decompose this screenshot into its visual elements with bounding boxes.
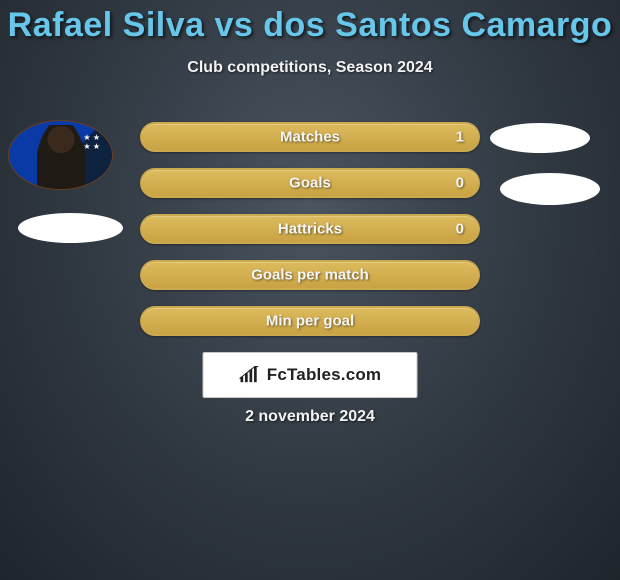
player-right-avatar bbox=[500, 173, 600, 205]
stat-bar-min-per-goal: Min per goal bbox=[140, 306, 480, 336]
stat-value: 0 bbox=[456, 221, 464, 238]
stat-value: 1 bbox=[456, 129, 464, 146]
club-stars-icon: ★ ★★ ★ bbox=[83, 133, 100, 151]
date-text: 2 november 2024 bbox=[0, 408, 620, 426]
stat-label: Min per goal bbox=[142, 313, 478, 330]
stat-bar-goals-per-match: Goals per match bbox=[140, 260, 480, 290]
brand-badge: FcTables.com bbox=[203, 352, 418, 398]
stat-label: Goals per match bbox=[142, 267, 478, 284]
player-left-avatar: ★ ★★ ★ bbox=[8, 120, 113, 190]
stat-bar-hattricks: Hattricks 0 bbox=[140, 214, 480, 244]
brand-text: FcTables.com bbox=[267, 365, 382, 385]
stat-label: Matches bbox=[142, 129, 478, 146]
stat-value: 0 bbox=[456, 175, 464, 192]
player-right-name-pill bbox=[490, 123, 590, 153]
bar-chart-icon bbox=[239, 366, 261, 384]
stat-label: Hattricks bbox=[142, 221, 478, 238]
player-left-name-pill bbox=[18, 213, 123, 243]
stat-bars: Matches 1 Goals 0 Hattricks 0 Goals per … bbox=[140, 122, 480, 352]
player-silhouette-icon bbox=[37, 125, 85, 190]
stat-label: Goals bbox=[142, 175, 478, 192]
subtitle: Club competitions, Season 2024 bbox=[0, 59, 620, 77]
stat-bar-goals: Goals 0 bbox=[140, 168, 480, 198]
page-title: Rafael Silva vs dos Santos Camargo bbox=[0, 0, 620, 45]
stat-bar-matches: Matches 1 bbox=[140, 122, 480, 152]
